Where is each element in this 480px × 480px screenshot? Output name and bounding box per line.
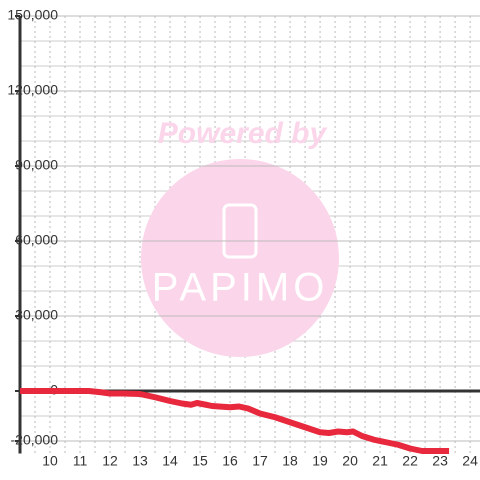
x-tick-label: 11 <box>73 453 88 469</box>
x-tick-label: 15 <box>192 453 208 469</box>
x-tick-label: 13 <box>132 453 148 469</box>
line <box>20 388 450 454</box>
watermark-text: PAPIMO <box>152 266 329 310</box>
y-tick-label: 60,000 <box>15 232 58 248</box>
x-tick-label: 23 <box>432 453 448 469</box>
y-tick-label: 120,000 <box>7 82 58 98</box>
y-tick-label: 30,000 <box>15 307 58 323</box>
x-tick-label: 18 <box>282 453 298 469</box>
x-tick-label: 16 <box>222 453 238 469</box>
x-tick-label: 14 <box>162 453 178 469</box>
x-tick-label: 10 <box>42 453 58 469</box>
y-tick-label: -20,000 <box>11 432 59 448</box>
x-tick-label: 22 <box>402 453 418 469</box>
x-tick-label: 17 <box>252 453 268 469</box>
watermark-text: Powered by <box>158 117 328 150</box>
x-tick-label: 21 <box>372 453 388 469</box>
y-tick-label: 150,000 <box>7 7 58 23</box>
y-tick-label: 90,000 <box>15 157 58 173</box>
watermark: Powered by PAPIMO <box>141 117 339 357</box>
watermark-icon <box>222 203 258 259</box>
x-tick-label: 24 <box>462 453 478 469</box>
x-tick-label: 20 <box>342 453 358 469</box>
x-tick-label: 12 <box>102 453 118 469</box>
x-tick-label: 19 <box>312 453 328 469</box>
